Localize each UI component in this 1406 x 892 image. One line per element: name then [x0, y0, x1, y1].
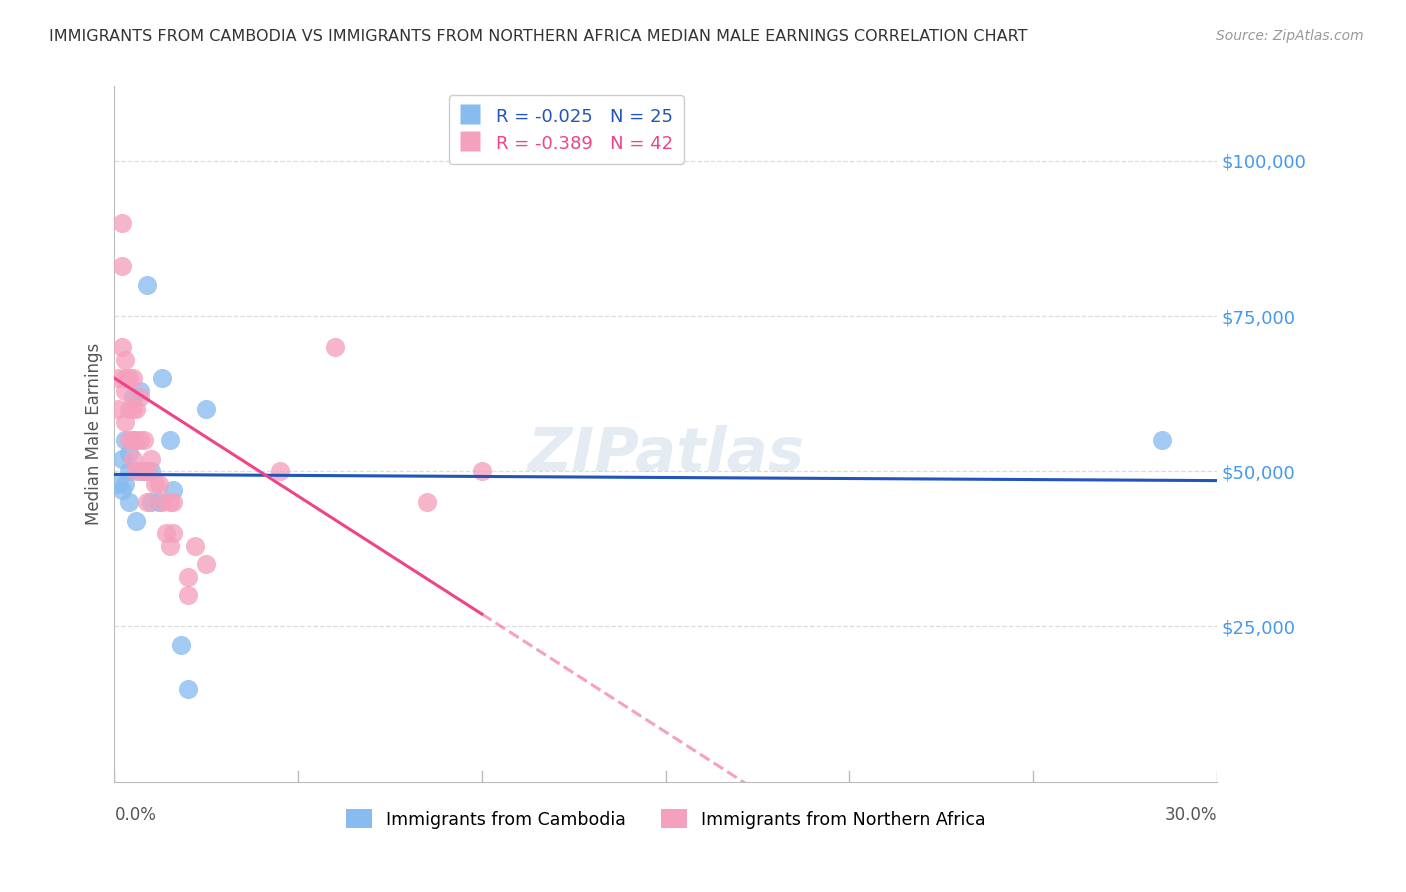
Point: [471, 464, 494, 478]
Point: [184, 539, 207, 553]
Text: ZIPatlas: ZIPatlas: [527, 425, 804, 484]
Point: [118, 464, 141, 478]
Point: [159, 539, 181, 553]
Point: [114, 415, 136, 429]
Point: [162, 526, 184, 541]
Point: [121, 402, 143, 417]
Point: [121, 434, 143, 448]
Point: [148, 495, 170, 509]
Point: [111, 340, 134, 354]
Point: [125, 402, 148, 417]
Point: [177, 570, 200, 584]
Text: IMMIGRANTS FROM CAMBODIA VS IMMIGRANTS FROM NORTHERN AFRICA MEDIAN MALE EARNINGS: IMMIGRANTS FROM CAMBODIA VS IMMIGRANTS F…: [49, 29, 1028, 44]
Point: [141, 495, 163, 509]
Point: [323, 340, 346, 354]
Y-axis label: Median Male Earnings: Median Male Earnings: [86, 343, 103, 525]
Point: [159, 495, 181, 509]
Legend: R = -0.025   N = 25, R = -0.389   N = 42: R = -0.025 N = 25, R = -0.389 N = 42: [449, 95, 683, 164]
Point: [159, 434, 181, 448]
Point: [177, 589, 200, 603]
Point: [150, 371, 173, 385]
Point: [143, 476, 166, 491]
Point: [129, 434, 152, 448]
Point: [125, 434, 148, 448]
Point: [107, 371, 129, 385]
Point: [107, 402, 129, 417]
Point: [141, 451, 163, 466]
Point: [136, 464, 159, 478]
Point: [177, 681, 200, 696]
Point: [141, 464, 163, 478]
Point: [114, 384, 136, 398]
Point: [114, 371, 136, 385]
Point: [132, 464, 155, 478]
Point: [269, 464, 291, 478]
Point: [136, 495, 159, 509]
Point: [148, 476, 170, 491]
Point: [132, 464, 155, 478]
Point: [121, 434, 143, 448]
Point: [118, 495, 141, 509]
Point: [114, 476, 136, 491]
Point: [111, 451, 134, 466]
Point: [114, 352, 136, 367]
Point: [132, 434, 155, 448]
Point: [111, 260, 134, 274]
Point: [107, 476, 129, 491]
Point: [136, 278, 159, 293]
Text: 0.0%: 0.0%: [114, 806, 156, 824]
Point: [125, 514, 148, 528]
Point: [111, 483, 134, 497]
Point: [121, 390, 143, 404]
Text: Source: ZipAtlas.com: Source: ZipAtlas.com: [1216, 29, 1364, 43]
Point: [129, 384, 152, 398]
Point: [114, 434, 136, 448]
Point: [162, 495, 184, 509]
Point: [169, 638, 191, 652]
Point: [118, 402, 141, 417]
Point: [111, 216, 134, 230]
Point: [121, 371, 143, 385]
Point: [416, 495, 439, 509]
Point: [195, 558, 218, 572]
Point: [125, 464, 148, 478]
Point: [1150, 434, 1173, 448]
Point: [121, 451, 143, 466]
Point: [155, 526, 177, 541]
Point: [129, 464, 152, 478]
Point: [118, 445, 141, 459]
Point: [150, 495, 173, 509]
Point: [162, 483, 184, 497]
Point: [129, 390, 152, 404]
Point: [118, 371, 141, 385]
Text: 30.0%: 30.0%: [1164, 806, 1218, 824]
Point: [195, 402, 218, 417]
Point: [118, 434, 141, 448]
